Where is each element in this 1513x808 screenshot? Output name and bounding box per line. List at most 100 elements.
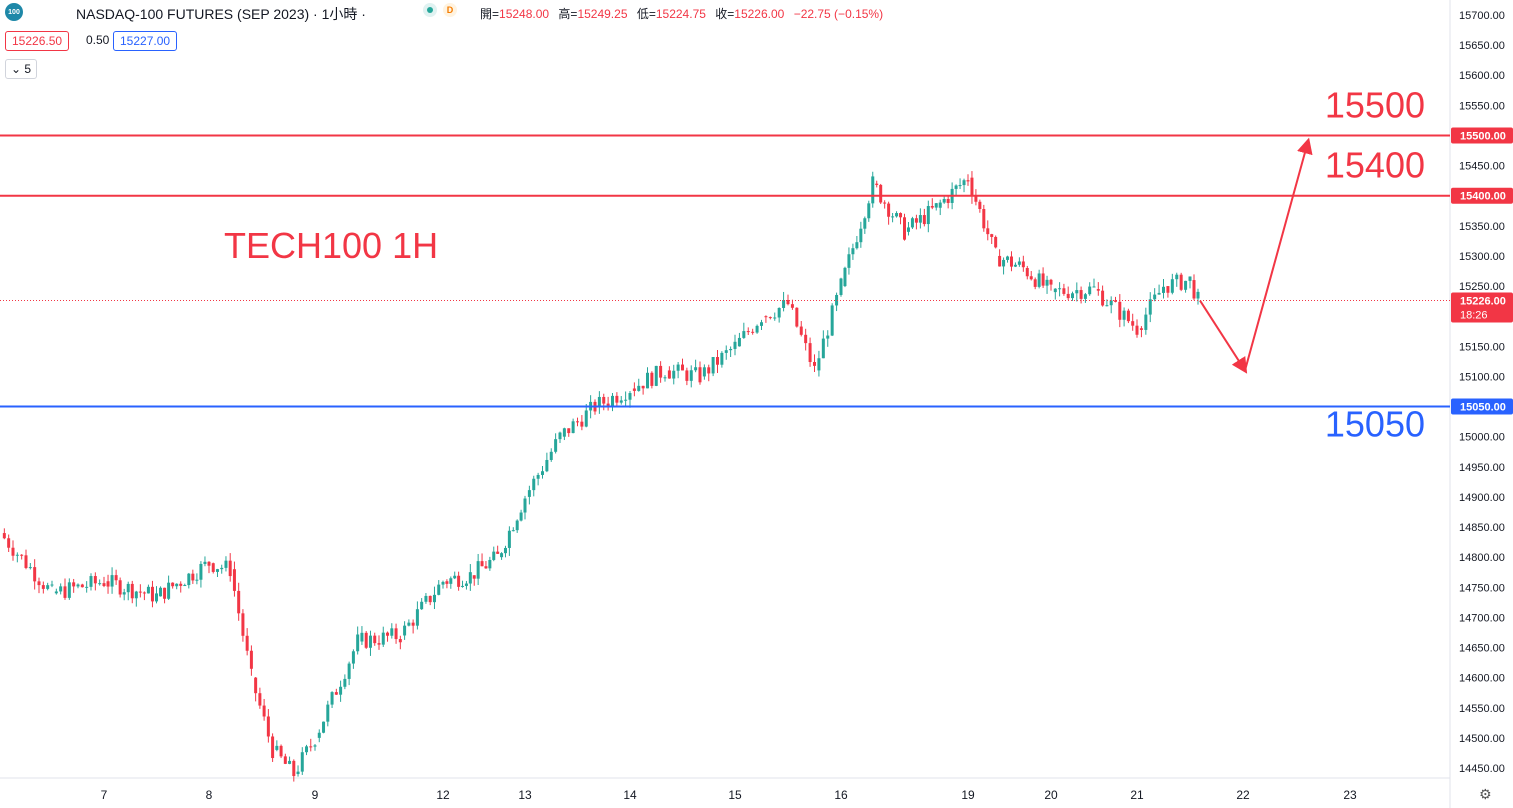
candle-body [962,180,966,186]
candle-body [37,581,41,586]
market-open-icon [423,3,437,17]
indicator-count: 5 [24,62,32,76]
candle-body [1053,288,1057,293]
candle-body [1118,301,1122,320]
x-tick-label: 19 [961,788,975,802]
candle-body [1192,280,1196,299]
candle-body [883,202,887,204]
candle-body [1109,300,1113,306]
candle-body [1179,274,1183,290]
candle-body [982,208,986,229]
candle-body [554,439,558,452]
candle-body [89,576,93,587]
candle-body [826,335,830,339]
high-label: 高= [558,7,578,21]
candle-body [830,305,834,336]
indicators-toggle[interactable]: ⌄ 5 [5,59,38,79]
candle-body [637,385,641,391]
symbol-logo: 100 [5,3,23,21]
y-tick-label: 15600.00 [1459,70,1505,82]
candle-body [821,338,825,359]
candle-body [492,551,496,560]
symbol-title[interactable]: NASDAQ-100 FUTURES (SEP 2023) · 1小時 · [76,6,366,22]
y-tick-label: 14600.00 [1459,673,1505,685]
candle-body [457,575,461,587]
candle-body [472,575,476,579]
candle-body [195,579,199,581]
candle-body [702,367,706,377]
candle-body [150,586,154,602]
buy-button[interactable]: 15227.00 [113,31,178,51]
candle-body [549,451,553,460]
candle-body [580,421,584,427]
candle-body [445,581,449,584]
candle-body [496,551,500,554]
candle-body [1058,288,1062,290]
candle-body [254,677,258,694]
candle-body [1162,286,1165,293]
candle-body [606,403,610,406]
x-tick-label: 8 [206,788,213,802]
candle-body [641,385,645,389]
x-tick-label: 23 [1343,788,1357,802]
candle-body [398,639,402,643]
candle-body [59,586,63,592]
candle-body [685,370,689,381]
candle-body [724,350,728,353]
candle-body [1037,273,1041,287]
candle-body [1184,280,1188,290]
level-annotation: 15500 [1325,84,1425,125]
candle-body [228,560,232,577]
candle-body [966,180,970,182]
candle-body [986,228,990,235]
candle-body [134,591,138,599]
y-tick-label: 14450.00 [1459,763,1505,775]
candle-body [432,594,436,603]
candle-body [364,632,368,648]
candle-body [970,177,974,197]
candle-body [782,300,786,308]
candle-body [334,692,338,695]
candle-body [41,585,45,589]
candle-body [863,218,867,229]
candle-body [288,760,292,764]
candle-body [515,520,519,531]
countdown-label: 18:26 [1460,310,1488,322]
candle-body [676,364,680,371]
candle-body [1101,290,1105,306]
candle-body [343,678,347,687]
candle-body [203,561,207,564]
candle-body [1188,276,1192,281]
candle-body [292,760,296,777]
y-tick-label: 14650.00 [1459,643,1505,655]
candle-body [903,217,906,240]
candle-body [386,632,390,636]
candle-body [899,213,903,218]
candle-body [584,410,588,427]
candle-body [1114,300,1117,302]
candle-body [751,331,755,333]
candle-body [1013,264,1017,267]
y-tick-label: 15300.00 [1459,251,1505,263]
sell-button[interactable]: 15226.50 [5,31,70,51]
candle-body [646,372,649,389]
candle-body [1079,290,1083,299]
candle-body [347,663,351,679]
candle-body [1071,293,1074,299]
candle-body [958,185,962,187]
candle-body [351,651,355,664]
candle-body [922,215,926,225]
candle-body [729,348,733,351]
candle-body [527,490,531,497]
y-tick-label: 15250.00 [1459,281,1505,293]
candle-body [381,632,385,645]
candle-body [974,196,978,202]
candle-body [1131,321,1135,326]
delay-badge: D [443,3,457,17]
candle-body [1041,273,1045,286]
candle-body [480,561,484,567]
y-tick-label: 14800.00 [1459,552,1505,564]
candle-body [597,396,601,407]
gear-icon[interactable]: ⚙ [1479,786,1492,802]
